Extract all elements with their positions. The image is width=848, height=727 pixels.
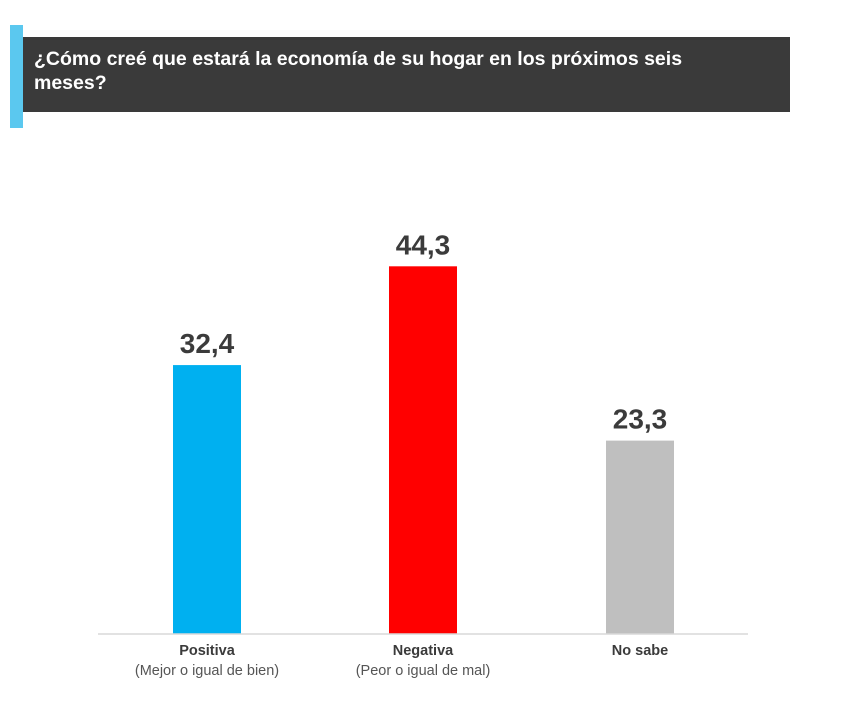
category-label-2: Negativa (393, 643, 454, 659)
labels-layer: 32,4 Positiva (Mejor o igual de bien) 44,3 N… (135, 229, 668, 679)
bars-layer (173, 266, 674, 634)
category-sublabel-2: (Peor o igual de mal) (356, 663, 491, 679)
bar-value-label-2: 44,3 (396, 229, 451, 260)
title-banner: ¿Cómo creé que estará la economía de su … (23, 37, 790, 112)
bar-3 (606, 440, 674, 634)
bar-value-label-1: 32,4 (180, 328, 235, 359)
title-accent-bar (10, 25, 23, 128)
category-sublabel-1: (Mejor o igual de bien) (135, 663, 279, 679)
category-label-3: No sabe (612, 643, 668, 659)
bar-2 (389, 266, 457, 634)
category-label-1: Positiva (179, 643, 236, 659)
chart-title: ¿Cómo creé que estará la economía de su … (34, 48, 683, 94)
bar-1 (173, 365, 241, 634)
bar-value-label-3: 23,3 (613, 404, 668, 435)
